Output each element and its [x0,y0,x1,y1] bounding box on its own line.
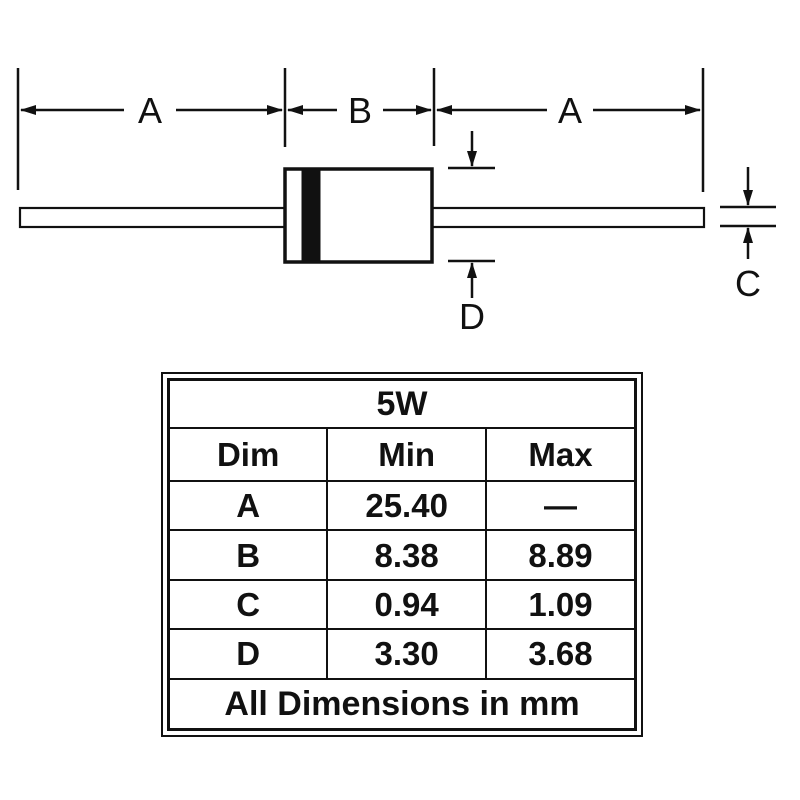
column-header-min: Min [326,427,488,482]
dim-cell: C [167,578,329,631]
table-row: C 0.94 1.09 [167,578,637,631]
dim-cell: A [167,479,329,532]
table-row: D 3.30 3.68 [167,628,637,680]
dim-label-a-right: A [558,90,582,131]
dim-cell: D [167,628,329,680]
max-cell: 3.68 [485,628,637,680]
min-cell: 25.40 [326,479,488,532]
table-title: 5W [167,378,637,430]
column-header-max: Max [485,427,637,482]
dim-cell: B [167,529,329,581]
dim-label-a-left: A [138,90,162,131]
cathode-band [301,170,321,261]
column-header-dim: Dim [167,427,329,482]
lead-wire-left [18,206,288,229]
diode-dimension-diagram: A B A D C [16,68,776,337]
min-cell: 0.94 [326,578,488,631]
min-cell: 8.38 [326,529,488,581]
dim-label-d: D [459,296,485,337]
table-footer-note: All Dimensions in mm [167,677,637,731]
table-row: A 25.40 — [167,479,637,532]
dim-label-c: C [735,263,761,304]
max-cell: — [485,479,637,532]
table-header-row: Dim Min Max [167,427,637,482]
lead-wire-right [429,206,706,229]
max-cell: 1.09 [485,578,637,631]
table-footer-row: All Dimensions in mm [167,677,637,731]
dimensions-table: 5W Dim Min Max A 25.40 — B 8.38 8.89 C 0… [161,372,643,737]
table-title-row: 5W [167,378,637,430]
min-cell: 3.30 [326,628,488,680]
table-row: B 8.38 8.89 [167,529,637,581]
dim-label-b: B [348,90,372,131]
max-cell: 8.89 [485,529,637,581]
